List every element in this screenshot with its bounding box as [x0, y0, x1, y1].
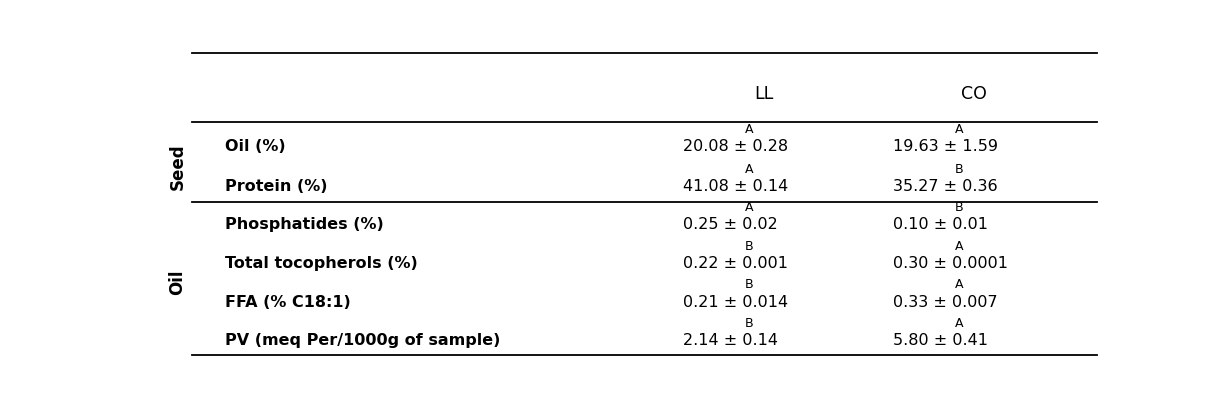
Text: B: B: [745, 317, 754, 330]
Text: FFA (% C18:1): FFA (% C18:1): [225, 295, 351, 309]
Text: 19.63 ± 1.59: 19.63 ± 1.59: [893, 139, 998, 154]
Text: B: B: [954, 163, 963, 176]
Text: Total tocopherols (%): Total tocopherols (%): [225, 256, 418, 271]
Text: 0.30 ± 0.0001: 0.30 ± 0.0001: [893, 256, 1007, 271]
Text: A: A: [745, 123, 753, 136]
Text: A: A: [954, 278, 963, 291]
Text: Phosphatides (%): Phosphatides (%): [225, 217, 384, 232]
Text: 0.10 ± 0.01: 0.10 ± 0.01: [893, 217, 988, 232]
Text: LL: LL: [754, 84, 774, 103]
Text: CO: CO: [961, 84, 986, 103]
Text: 2.14 ± 0.14: 2.14 ± 0.14: [683, 333, 777, 348]
Text: Seed: Seed: [169, 143, 187, 190]
Text: 5.80 ± 0.41: 5.80 ± 0.41: [893, 333, 988, 348]
Text: 0.22 ± 0.001: 0.22 ± 0.001: [683, 256, 787, 271]
Text: 0.21 ± 0.014: 0.21 ± 0.014: [683, 295, 788, 309]
Text: 20.08 ± 0.28: 20.08 ± 0.28: [683, 139, 788, 154]
Text: PV (meq Per/1000g of sample): PV (meq Per/1000g of sample): [225, 333, 501, 348]
Text: A: A: [745, 201, 753, 214]
Text: 41.08 ± 0.14: 41.08 ± 0.14: [683, 179, 788, 194]
Text: 35.27 ± 0.36: 35.27 ± 0.36: [893, 179, 998, 194]
Text: 0.25 ± 0.02: 0.25 ± 0.02: [683, 217, 777, 232]
Text: Oil: Oil: [169, 270, 187, 295]
Text: B: B: [954, 201, 963, 214]
Text: A: A: [954, 123, 963, 136]
Text: A: A: [745, 163, 753, 176]
Text: B: B: [745, 240, 754, 252]
Text: 0.33 ± 0.007: 0.33 ± 0.007: [893, 295, 998, 309]
Text: B: B: [745, 278, 754, 291]
Text: Protein (%): Protein (%): [225, 179, 327, 194]
Text: A: A: [954, 317, 963, 330]
Text: A: A: [954, 240, 963, 252]
Text: Oil (%): Oil (%): [225, 139, 285, 154]
